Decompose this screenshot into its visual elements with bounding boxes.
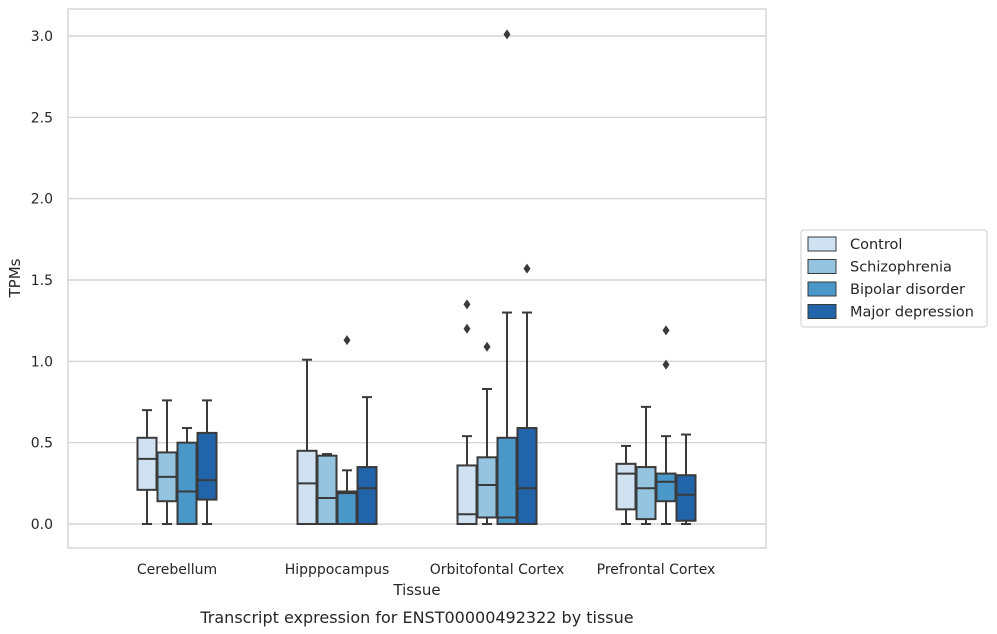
y-tick-label: 1.5: [31, 273, 53, 289]
legend-frame: [800, 229, 988, 328]
outlier-point: [523, 263, 531, 274]
y-tick-label: 3.0: [31, 29, 53, 45]
legend-swatch: [807, 236, 837, 252]
box-iqr: [476, 456, 498, 519]
box-major-depression: [516, 263, 538, 526]
box-series: [136, 29, 697, 526]
box-control: [136, 409, 158, 525]
box-schizophrenia: [476, 341, 498, 525]
box-iqr: [336, 490, 358, 526]
box-iqr: [635, 466, 657, 521]
outlier-point: [463, 299, 471, 310]
x-tick-label: Orbitofontal Cortex: [430, 562, 565, 578]
x-tick-label: Hipppocampus: [285, 562, 390, 578]
box-bipolar-disorder: [655, 325, 677, 525]
y-tick-label: 2.5: [31, 110, 53, 126]
outlier-point: [662, 359, 670, 370]
box-major-depression: [356, 396, 378, 526]
box-bipolar-disorder: [496, 29, 518, 525]
box-major-depression: [196, 399, 218, 525]
outlier-point: [483, 341, 491, 352]
box-iqr: [496, 436, 518, 525]
box-major-depression: [675, 433, 697, 525]
y-tick-label: 2.0: [31, 192, 53, 208]
x-tick-label: Prefrontal Cortex: [597, 562, 716, 578]
x-axis-title: Tissue: [392, 581, 440, 599]
x-tick-label: Cerebellum: [137, 562, 217, 578]
box-iqr: [356, 466, 378, 526]
y-tick-labels: 0.0 0.5 1.0 1.5 2.0 2.5 3.0: [31, 29, 53, 533]
box-schizophrenia: [316, 453, 338, 525]
box-iqr: [316, 454, 338, 525]
legend-swatch: [807, 304, 837, 319]
legend-label: Major depression: [850, 305, 974, 321]
box-iqr: [136, 436, 158, 491]
box-schizophrenia: [156, 399, 178, 525]
box-iqr: [615, 462, 637, 511]
x-tick-labels: Cerebellum Hipppocampus Orbitofontal Corte…: [137, 562, 715, 578]
box-control: [296, 358, 318, 525]
legend-label: Control: [850, 237, 902, 253]
outlier-point: [503, 29, 511, 40]
box-control: [615, 444, 637, 525]
outlier-point: [343, 335, 351, 346]
gridlines: [68, 35, 766, 525]
legend: Control Schizophrenia Bipolar disorder Majo…: [800, 229, 988, 328]
box-iqr: [516, 427, 538, 526]
box-schizophrenia: [635, 405, 657, 525]
y-tick-label: 0.0: [31, 517, 53, 533]
box-iqr: [196, 431, 218, 501]
legend-label: Bipolar disorder: [850, 282, 965, 298]
box-iqr: [655, 472, 677, 503]
plot-frame: [67, 8, 767, 549]
legend-label: Schizophrenia: [850, 260, 952, 276]
box-bipolar-disorder: [176, 427, 198, 525]
y-axis-title: TPMs: [6, 258, 24, 298]
outlier-point: [662, 325, 670, 336]
outlier-point: [463, 323, 471, 334]
legend-swatch: [807, 259, 837, 274]
box-control: [456, 299, 478, 526]
box-bipolar-disorder: [336, 335, 358, 526]
box-iqr: [296, 449, 318, 525]
box-iqr: [176, 441, 198, 525]
legend-swatch: [807, 281, 837, 297]
y-tick-label: 1.0: [31, 354, 53, 370]
chart-caption: Transcript expression for ENST0000049232…: [199, 608, 633, 627]
y-tick-label: 0.5: [31, 436, 53, 452]
box-iqr: [675, 474, 697, 522]
